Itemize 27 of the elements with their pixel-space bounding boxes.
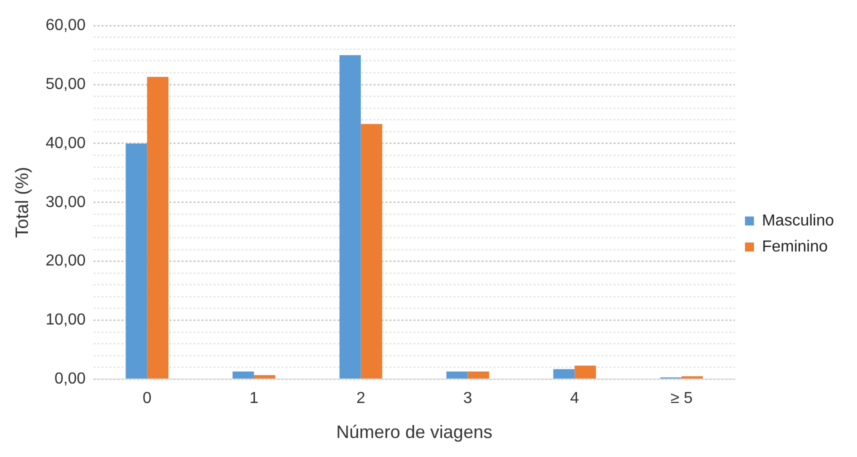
x-tick-label: 4 [570,390,580,408]
bar [147,76,168,378]
y-axis-title: Total (%) [12,166,32,238]
y-tick-label: 30,00 [46,194,86,211]
bar [574,366,596,378]
bar [468,372,490,378]
y-tick-label: 40,00 [46,134,86,152]
y-tick-label: 20,00 [46,252,86,270]
x-tick-label: 1 [250,390,259,408]
bar [446,372,468,378]
y-tick-label: 10,00 [46,312,86,329]
bar [126,143,148,378]
y-tick-label: 60,00 [46,17,86,34]
y-tick-label: 0,00 [54,370,86,388]
bar [553,369,575,378]
bar [360,124,382,378]
x-tick-label: 0 [142,390,152,408]
bar [339,55,361,378]
legend-label: Masculino [762,212,834,230]
x-tick-label: 3 [463,390,472,408]
x-axis-title: Número de viagens [336,422,492,442]
bar [254,375,276,378]
x-tick-label: ≥ 5 [670,390,693,408]
x-tick-label: 2 [356,390,366,408]
legend-label: Feminino [762,238,828,256]
y-tick-label: 50,00 [46,76,86,93]
bar [232,372,254,378]
